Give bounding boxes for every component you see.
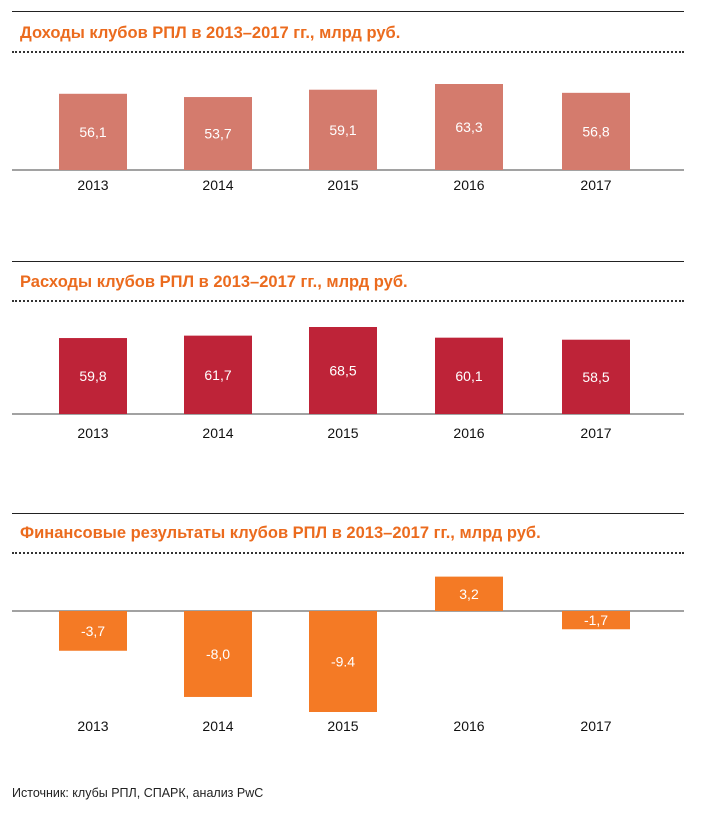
bar-value-label: -9.4 — [331, 654, 355, 670]
x-tick-label: 2013 — [77, 718, 108, 734]
x-tick-label: 2014 — [202, 718, 233, 734]
bar-value-label: 3,2 — [459, 586, 479, 602]
x-tick-label: 2016 — [453, 425, 484, 441]
bar-value-label: -1,7 — [584, 612, 608, 628]
bar-2013 — [59, 338, 127, 414]
x-tick-label: 2017 — [580, 718, 611, 734]
x-tick-label: 2014 — [202, 177, 233, 193]
top-rule — [12, 513, 684, 514]
bar-value-label: 58,5 — [582, 369, 609, 385]
bar-value-label: 63,3 — [455, 119, 482, 135]
bar-value-label: 59,1 — [329, 122, 356, 138]
bar-2014 — [184, 335, 252, 414]
top-rule — [12, 11, 684, 12]
dotted-rule — [12, 300, 684, 302]
bar-2016 — [435, 84, 503, 170]
source-note: Источник: клубы РПЛ, СПАРК, анализ PwC — [12, 786, 264, 800]
bar-2017 — [562, 339, 630, 414]
x-tick-label: 2015 — [327, 718, 358, 734]
expenses-bar-chart: 59,8 2013 61,7 2014 68,5 2015 60,1 2016 58,5 2017 — [12, 327, 684, 441]
dotted-rule — [12, 552, 684, 554]
x-tick-label: 2013 — [77, 425, 108, 441]
bar-value-label: 61,7 — [204, 367, 231, 383]
x-tick-label: 2017 — [580, 177, 611, 193]
bar-2016 — [435, 576, 503, 611]
x-tick-label: 2016 — [453, 177, 484, 193]
x-tick-label: 2016 — [453, 718, 484, 734]
bar-value-label: 59,8 — [79, 368, 106, 384]
bar-2014 — [184, 97, 252, 170]
dotted-rule — [12, 51, 684, 53]
bar-2013 — [59, 611, 127, 651]
bar-2013 — [59, 93, 127, 170]
top-rule — [12, 261, 684, 262]
bar-2014 — [184, 611, 252, 697]
bar-value-label: 56,1 — [79, 124, 106, 140]
x-tick-label: 2015 — [327, 177, 358, 193]
bar-2016 — [435, 337, 503, 414]
bar-2015 — [309, 611, 377, 712]
bar-2017 — [562, 611, 630, 630]
revenue-bar-chart: 56,1 2013 53,7 2014 59,1 2015 63,3 2016 56,8 2017 — [12, 84, 684, 193]
x-tick-label: 2014 — [202, 425, 233, 441]
bar-2015 — [309, 327, 377, 414]
bar-value-label: -8,0 — [206, 646, 230, 662]
bar-value-label: 68,5 — [329, 363, 356, 379]
expenses-chart-title: Расходы клубов РПЛ в 2013–2017 гг., млрд… — [20, 273, 408, 291]
revenue-chart-title: Доходы клубов РПЛ в 2013–2017 гг., млрд … — [20, 24, 401, 42]
bar-value-label: 60,1 — [455, 368, 482, 384]
x-tick-label: 2013 — [77, 177, 108, 193]
results-bar-chart: -3,7 2013 -8,0 2014 -9.4 2015 3,2 2016 -1,7 2017 — [12, 576, 684, 734]
bar-2017 — [562, 92, 630, 170]
bar-value-label: 56,8 — [582, 123, 609, 139]
x-tick-label: 2015 — [327, 425, 358, 441]
x-tick-label: 2017 — [580, 425, 611, 441]
bar-value-label: -3,7 — [81, 623, 105, 639]
results-chart-title: Финансовые результаты клубов РПЛ в 2013–… — [20, 524, 541, 542]
bar-2015 — [309, 89, 377, 170]
bar-value-label: 53,7 — [204, 126, 231, 142]
